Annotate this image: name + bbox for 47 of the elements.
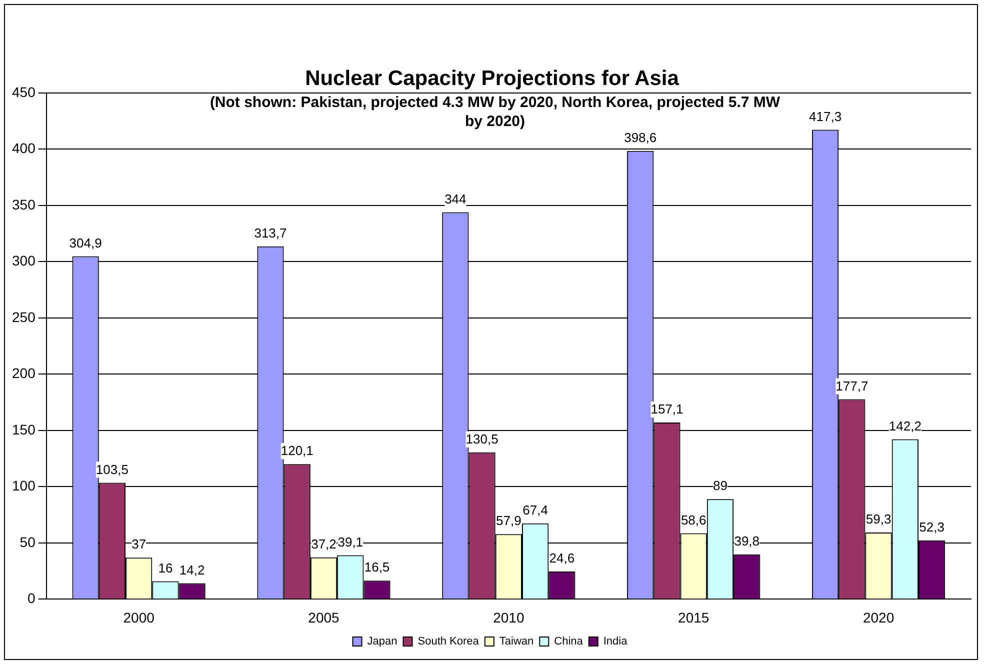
data-label: 89 — [713, 478, 728, 494]
data-label: 157,1 — [650, 402, 684, 417]
y-tick-label: 350 — [12, 196, 36, 212]
x-tick-label: 2020 — [862, 609, 894, 626]
data-label: 39,8 — [734, 534, 760, 549]
x-tick-label: 2005 — [308, 609, 340, 626]
data-label: 57,9 — [496, 513, 522, 528]
chart-title: Nuclear Capacity Projections for Asia — [305, 67, 679, 90]
y-tick-label: 150 — [12, 421, 36, 438]
y-tick-label: 450 — [12, 84, 36, 100]
y-tick-label: 300 — [12, 252, 36, 269]
data-label: 58,6 — [680, 512, 706, 528]
y-tick-label: 100 — [12, 478, 36, 494]
data-label: 39,1 — [338, 534, 364, 550]
y-tick-label: 50 — [20, 534, 36, 550]
legend-label: India — [603, 636, 628, 648]
legend-label: Japan — [367, 636, 398, 648]
y-tick-label: 200 — [12, 365, 36, 382]
data-label: 67,4 — [522, 502, 548, 518]
data-label: 398,6 — [624, 130, 657, 145]
y-tick-label: 0 — [28, 590, 36, 606]
data-label: 177,7 — [836, 378, 868, 394]
data-label: 142,2 — [888, 418, 922, 434]
data-label: 52,3 — [919, 519, 944, 534]
data-label: 37,2 — [311, 536, 336, 552]
data-label: 16,5 — [364, 560, 390, 575]
y-tick-label: 250 — [12, 308, 36, 325]
data-label: 344 — [444, 191, 466, 206]
data-label: 24,6 — [549, 550, 575, 566]
legend-label: China — [554, 636, 584, 648]
y-tick-label: 400 — [12, 140, 36, 156]
data-label: 16 — [158, 560, 173, 576]
data-label: 14,2 — [179, 562, 205, 578]
text: (Not shown: Pakistan, projected 4.3 MW by 2020, North Korea, projected 5.7 MW by 2020) — [208, 93, 782, 131]
data-label: 120,1 — [280, 443, 314, 458]
data-label: 313,7 — [254, 225, 287, 240]
legend-label: Taiwan — [499, 636, 534, 648]
data-label: 417,3 — [809, 108, 842, 124]
x-tick-label: 2015 — [678, 609, 710, 626]
data-label: 59,3 — [866, 512, 892, 527]
data-label: 103,5 — [96, 462, 128, 477]
data-label: 37 — [132, 536, 146, 552]
x-tick-label: 2010 — [493, 609, 524, 626]
data-label: 304,9 — [69, 235, 102, 250]
x-tick-label: 2000 — [123, 609, 155, 626]
legend-label: South Korea — [418, 636, 480, 648]
data-label: 130,5 — [466, 431, 498, 446]
